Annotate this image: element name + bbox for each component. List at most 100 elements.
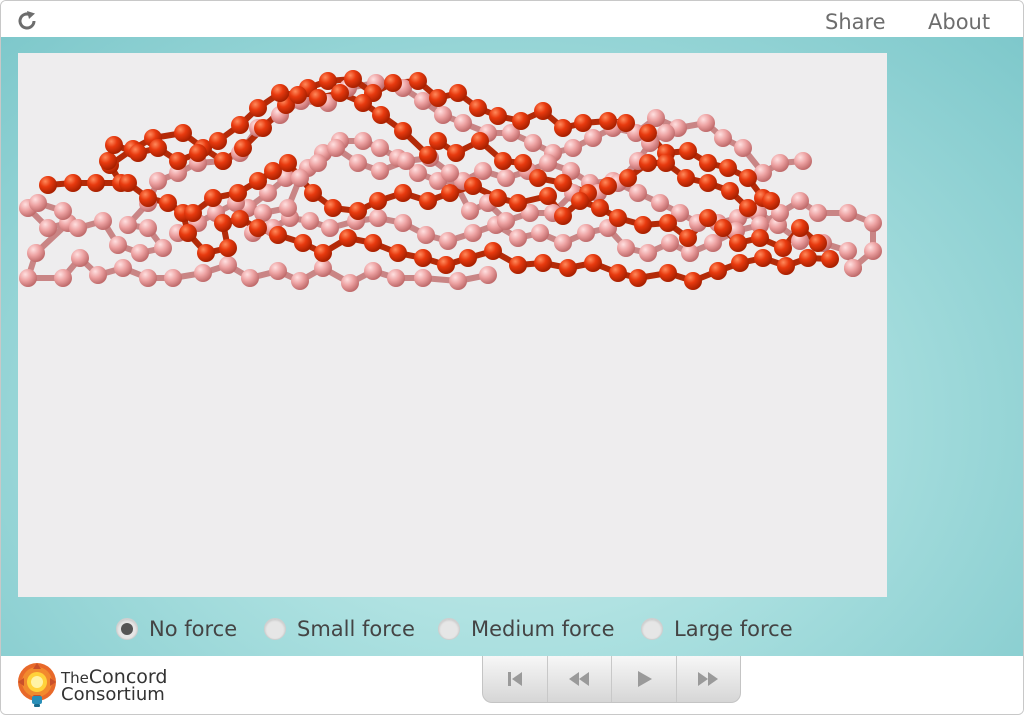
atom[interactable] <box>254 204 272 222</box>
atom[interactable] <box>197 244 215 262</box>
atom[interactable] <box>89 266 107 284</box>
step-back-button[interactable] <box>548 656 612 702</box>
atom[interactable] <box>751 216 769 234</box>
atom[interactable] <box>634 216 652 234</box>
atom[interactable] <box>154 239 172 257</box>
atom[interactable] <box>629 184 647 202</box>
atom[interactable] <box>794 152 812 170</box>
atom[interactable] <box>754 249 772 267</box>
atom[interactable] <box>369 209 387 227</box>
atom[interactable] <box>564 139 582 157</box>
atom[interactable] <box>721 182 739 200</box>
atom[interactable] <box>269 226 287 244</box>
atom[interactable] <box>19 269 37 287</box>
atom[interactable] <box>279 199 297 217</box>
atom[interactable] <box>739 199 757 217</box>
atom[interactable] <box>387 269 405 287</box>
atom[interactable] <box>419 192 437 210</box>
atom[interactable] <box>679 142 697 160</box>
atom[interactable] <box>449 84 467 102</box>
atom[interactable] <box>521 204 539 222</box>
atom[interactable] <box>389 244 407 262</box>
atom[interactable] <box>539 154 557 172</box>
atom[interactable] <box>771 154 789 172</box>
atom[interactable] <box>344 70 362 88</box>
atom[interactable] <box>294 234 312 252</box>
atom[interactable] <box>461 202 479 220</box>
atom[interactable] <box>464 224 482 242</box>
atom[interactable] <box>479 266 497 284</box>
atom[interactable] <box>864 214 882 232</box>
atom[interactable] <box>131 244 149 262</box>
atom[interactable] <box>179 224 197 242</box>
atom[interactable] <box>241 269 259 287</box>
atom[interactable] <box>71 249 89 267</box>
atom[interactable] <box>719 159 737 177</box>
atom[interactable] <box>509 256 527 274</box>
atom[interactable] <box>657 154 675 172</box>
atom[interactable] <box>661 234 679 252</box>
atom[interactable] <box>739 169 757 187</box>
reset-button[interactable] <box>483 656 548 702</box>
atom[interactable] <box>139 219 157 237</box>
atom[interactable] <box>417 226 435 244</box>
radio-button[interactable] <box>438 618 460 640</box>
atom[interactable] <box>571 192 589 210</box>
atom[interactable] <box>647 109 665 127</box>
atom[interactable] <box>821 250 839 268</box>
atom[interactable] <box>681 244 699 262</box>
atom[interactable] <box>514 154 532 172</box>
atom[interactable] <box>809 204 827 222</box>
atom[interactable] <box>684 272 702 290</box>
atom[interactable] <box>844 259 862 277</box>
atom[interactable] <box>54 202 72 220</box>
atom[interactable] <box>394 184 412 202</box>
atom[interactable] <box>314 244 332 262</box>
atom[interactable] <box>149 139 167 157</box>
radio-large-force[interactable]: Large force <box>641 612 793 646</box>
radio-no-force[interactable]: No force <box>116 612 237 646</box>
atom[interactable] <box>39 219 57 237</box>
reload-icon[interactable] <box>15 9 39 33</box>
atom[interactable] <box>509 194 527 212</box>
atom[interactable] <box>791 219 809 237</box>
atom[interactable] <box>94 212 112 230</box>
atom[interactable] <box>489 107 507 125</box>
atom[interactable] <box>629 269 647 287</box>
atom[interactable] <box>419 146 437 164</box>
atom[interactable] <box>149 172 167 190</box>
atom[interactable] <box>189 144 207 162</box>
model-canvas[interactable] <box>18 53 887 597</box>
atom[interactable] <box>529 169 547 187</box>
atom[interactable] <box>502 124 520 142</box>
atom[interactable] <box>599 112 617 130</box>
atom[interactable] <box>349 202 367 220</box>
atom[interactable] <box>327 139 345 157</box>
atom[interactable] <box>699 209 717 227</box>
atom[interactable] <box>584 129 602 147</box>
atom[interactable] <box>799 249 817 267</box>
atom[interactable] <box>204 189 222 207</box>
atom[interactable] <box>494 152 512 170</box>
atom[interactable] <box>464 177 482 195</box>
atom[interactable] <box>731 254 749 272</box>
atom[interactable] <box>114 259 132 277</box>
atom[interactable] <box>29 194 47 212</box>
atom[interactable] <box>539 187 557 205</box>
atom[interactable] <box>439 232 457 250</box>
atom[interactable] <box>531 224 549 242</box>
atom[interactable] <box>214 152 232 170</box>
atom[interactable] <box>169 152 187 170</box>
atom[interactable] <box>209 132 227 150</box>
atom[interactable] <box>534 254 552 272</box>
atom[interactable] <box>469 99 487 117</box>
atom[interactable] <box>321 219 339 237</box>
atom[interactable] <box>301 212 319 230</box>
atom[interactable] <box>449 272 467 290</box>
atom[interactable] <box>249 219 267 237</box>
atom[interactable] <box>584 254 602 272</box>
atom[interactable] <box>474 162 492 180</box>
atom[interactable] <box>774 239 792 257</box>
atom[interactable] <box>309 154 327 172</box>
atom[interactable] <box>289 86 307 104</box>
